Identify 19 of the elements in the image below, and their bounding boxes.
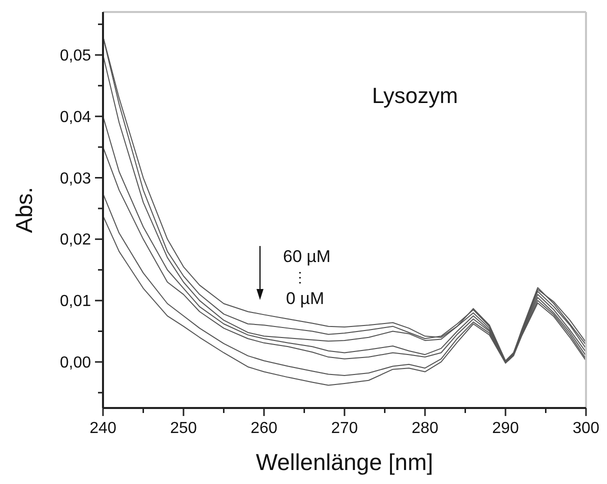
x-tick-label: 240 [90, 420, 116, 437]
x-tick-label: 250 [170, 420, 197, 437]
y-tick-label: 0,01 [60, 293, 92, 310]
y-tick-label: 0,02 [60, 232, 92, 249]
annotation: Lysozym [372, 83, 458, 108]
y-tick-label: 0,04 [60, 108, 92, 126]
y-axis-title: Abs. [11, 186, 37, 234]
annotation: ⋮ [293, 269, 307, 285]
y-tick-label: 0,05 [60, 47, 92, 64]
y-tick-label: 0,00 [60, 354, 92, 372]
y-tick-label: 0,03 [60, 170, 92, 188]
x-tick-label: 290 [492, 420, 519, 437]
annotation: 0 µM [286, 289, 324, 308]
x-tick-label: 260 [250, 420, 278, 437]
x-tick-label: 300 [572, 420, 600, 437]
annotation: 60 µM [283, 247, 331, 266]
x-tick-label: 280 [412, 420, 438, 437]
x-tick-label: 270 [331, 420, 358, 437]
x-axis-title: Wellenlänge [nm] [256, 449, 434, 475]
